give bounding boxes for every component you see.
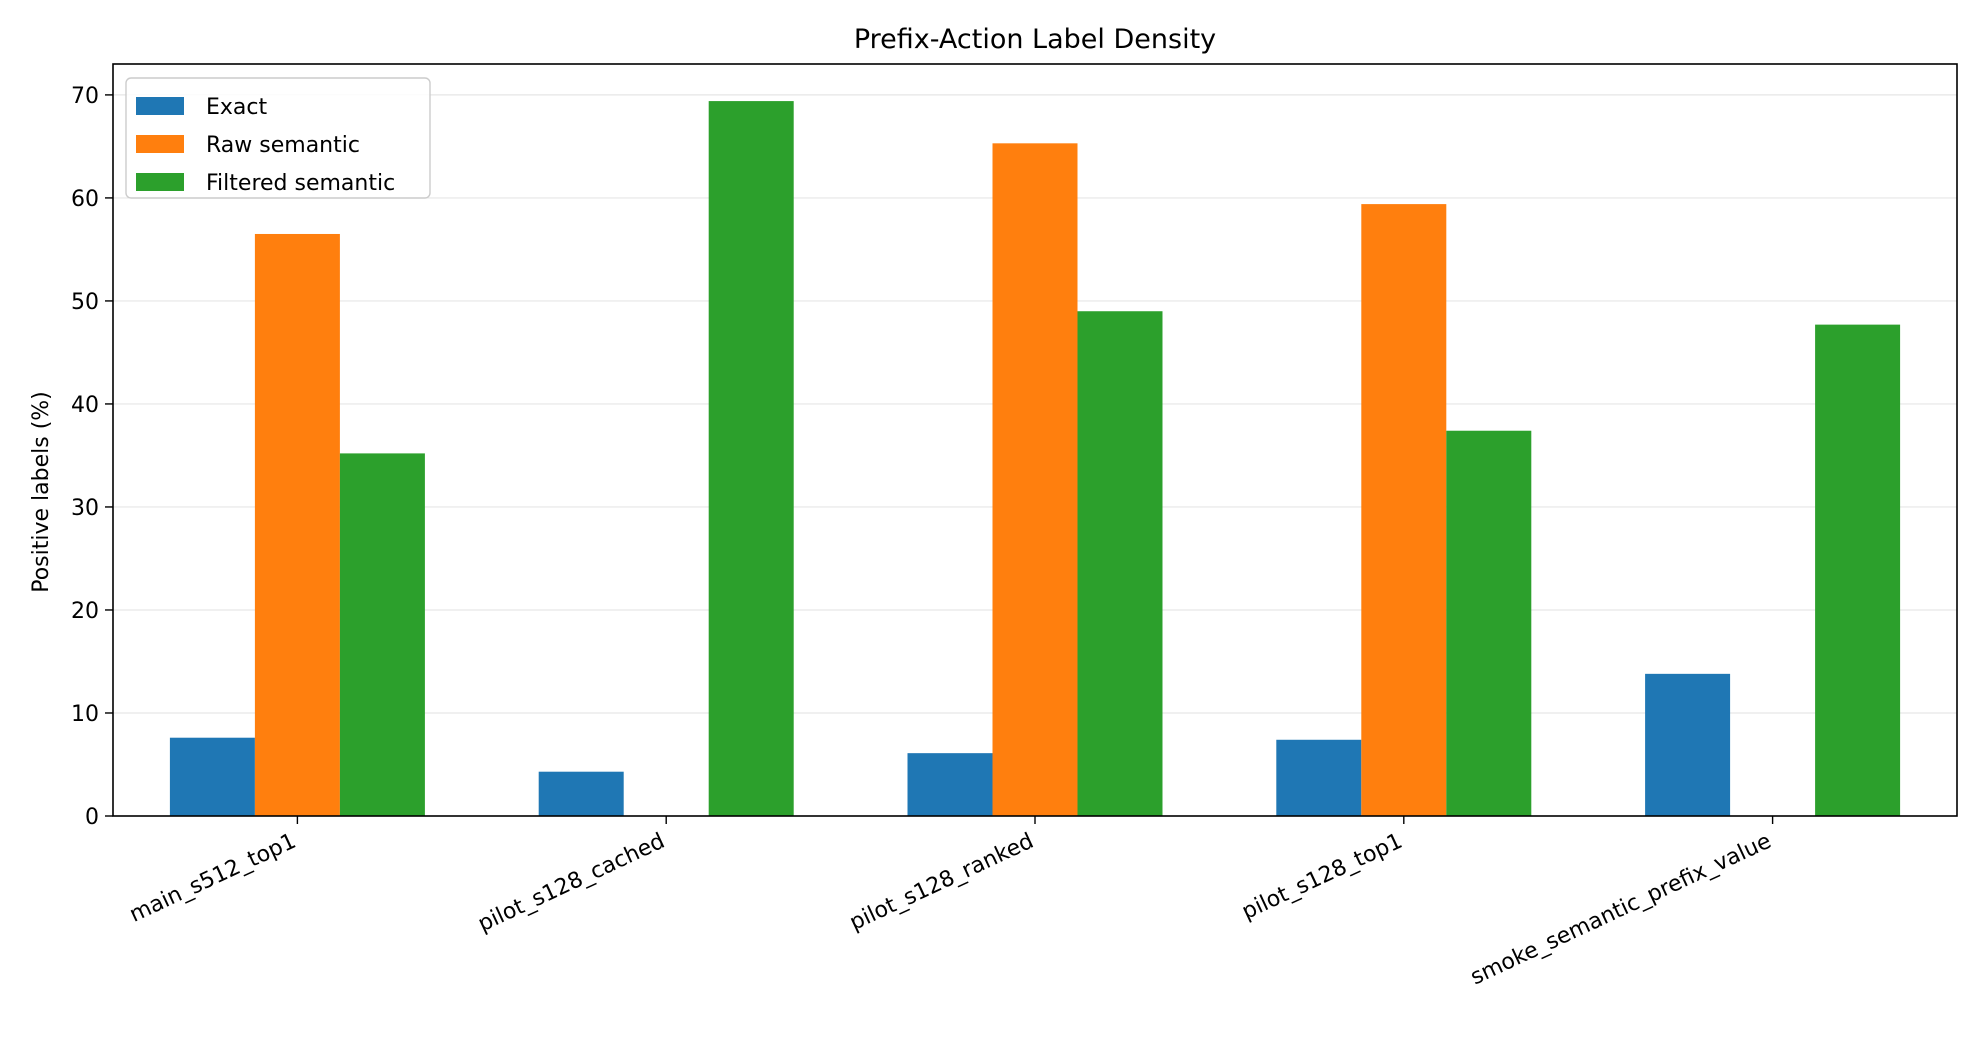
legend-label: Raw semantic: [206, 133, 360, 158]
bar: [1361, 204, 1447, 816]
y-tick-label: 70: [71, 84, 99, 109]
bar: [254, 233, 340, 816]
bar: [907, 753, 993, 816]
y-tick-label: 60: [71, 187, 99, 212]
bar: [1645, 673, 1731, 816]
legend-swatch: [136, 135, 184, 153]
bar: [1276, 739, 1362, 816]
bar: [169, 737, 255, 816]
bar: [1077, 311, 1163, 816]
bar: [1815, 324, 1901, 816]
y-axis-ticks: 0 10 20 30 40 50 60 70: [71, 84, 113, 830]
y-tick-label: 20: [71, 599, 99, 624]
legend-box: [125, 77, 431, 199]
y-tick-label: 50: [71, 290, 99, 315]
bar: [538, 771, 624, 816]
y-tick-label: 40: [71, 393, 99, 418]
bar: [708, 101, 794, 816]
y-axis-label: Positive labels (%): [29, 391, 54, 593]
bar: [992, 143, 1078, 816]
bar: [339, 453, 425, 816]
legend-swatch: [136, 173, 184, 191]
legend-swatch: [136, 97, 184, 115]
legend-label: Exact: [206, 95, 267, 120]
chart-title: Prefix-Action Label Density: [854, 24, 1216, 55]
bars: [169, 101, 1901, 816]
y-tick-label: 10: [71, 702, 99, 727]
legend-label: Filtered semantic: [206, 171, 395, 196]
bar: [1446, 430, 1532, 816]
y-tick-label: 30: [71, 496, 99, 521]
y-tick-label: 0: [85, 805, 99, 830]
legend: Exact Raw semantic Filtered semantic: [125, 77, 431, 199]
